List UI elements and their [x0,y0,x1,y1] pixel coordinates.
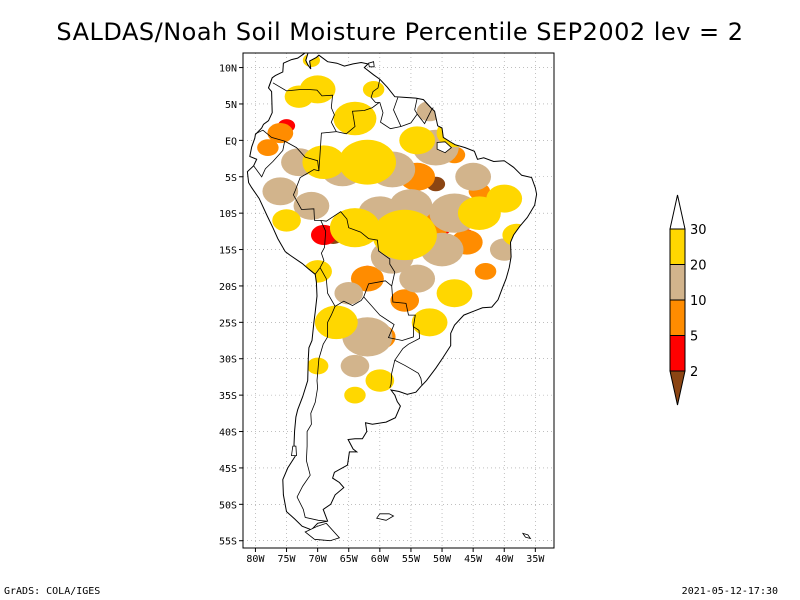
y-tick-label: 35S [219,391,237,402]
moisture-patch [306,357,329,375]
island [291,445,297,456]
colorbar-label: 5 [690,330,698,345]
footer-timestamp: 2021-05-12-17:30 [681,586,778,597]
border-line [416,107,434,125]
x-tick-label: 70W [309,554,328,565]
colorbar-top-cap [669,194,686,230]
y-tick-label: 30S [219,355,237,366]
y-tick-label: 5N [225,100,237,111]
y-tick-label: 40S [219,428,237,439]
moisture-patch [390,289,420,312]
colorbar-segment [669,299,686,336]
moisture-patch [399,264,436,293]
border-line [393,97,418,128]
moisture-patch [302,145,346,179]
colorbar-label: 20 [690,259,707,274]
border-line [363,285,416,341]
colorbar: 2 5 10 20 30 [669,194,707,406]
moisture-patch [333,101,377,136]
x-tick-label: 50W [433,554,452,565]
footer-credit: GrADS: COLA/IGES [4,586,101,597]
colorbar-segment [669,335,686,372]
border-line [284,140,320,171]
island [521,532,532,540]
x-tick-label: 60W [371,554,390,565]
moisture-patch [314,305,358,340]
y-tick-label: 10N [219,64,237,75]
moisture-patch [436,279,473,308]
map-frame [242,52,555,549]
longitude-ticks: 80W 75W 70W 65W 60W 55W 50W 45W 40W 35W [246,548,545,565]
colorbar-label: 10 [690,294,707,309]
moisture-patch [257,139,279,157]
x-tick-label: 65W [340,554,359,565]
moisture-patch [486,184,523,213]
country-borders [253,77,434,522]
moisture-patch [334,282,364,305]
border-line [336,79,381,135]
moisture-patch [293,191,330,220]
moisture-patch [344,386,366,404]
colorbar-segment [669,264,686,301]
colorbar-segment [669,228,686,265]
moisture-patch [272,209,301,232]
x-tick-label: 45W [464,554,483,565]
latitude-ticks: 10N 5N EQ 5S 10S 15S 20S 25S 30S 35S 40S 45S 50S 55S [219,64,243,548]
x-tick-label: 75W [278,554,297,565]
moisture-patch [350,265,384,292]
moisture-patch [338,139,397,185]
y-tick-label: 25S [219,318,237,329]
x-tick-label: 80W [246,554,265,565]
border-line [296,306,336,522]
y-tick-label: 45S [219,464,237,475]
y-tick-label: 15S [219,246,237,257]
border-line [292,169,327,275]
island [436,141,453,154]
colorbar-label: 2 [690,365,698,380]
island [368,61,375,68]
y-tick-label: 10S [219,209,237,220]
moisture-patch [399,126,436,155]
x-tick-label: 35W [526,554,545,565]
moisture-patch [372,209,437,261]
border-line [319,267,392,307]
y-tick-label: 20S [219,282,237,293]
y-tick-label: 50S [219,500,237,511]
border-line [253,129,286,178]
moisture-patch [362,81,385,98]
border-line [320,211,396,286]
y-tick-label: 55S [219,537,237,548]
moisture-patch [474,262,497,280]
border-line [379,102,402,130]
islands [291,61,532,542]
moisture-patch [502,223,531,247]
moisture-patch [262,177,299,206]
moisture-patch [365,369,395,392]
y-tick-label: EQ [225,136,237,147]
coastline [246,53,538,531]
island [304,522,341,542]
map-title: SALDAS/Noah Soil Moisture Percentile SEP… [56,18,744,46]
border-line [268,77,273,89]
y-tick-label: 5S [225,173,237,184]
colorbar-bottom-cap [669,370,686,406]
moisture-patch [411,308,448,337]
moisture-patch [340,354,370,378]
colorbar-label: 30 [690,223,707,238]
x-tick-label: 40W [495,554,514,565]
moisture-patch [284,85,314,108]
border-line [389,360,396,389]
moisture-patch [455,162,492,191]
island [376,513,395,521]
x-tick-label: 55W [402,554,421,565]
moisture-patch [489,238,519,261]
